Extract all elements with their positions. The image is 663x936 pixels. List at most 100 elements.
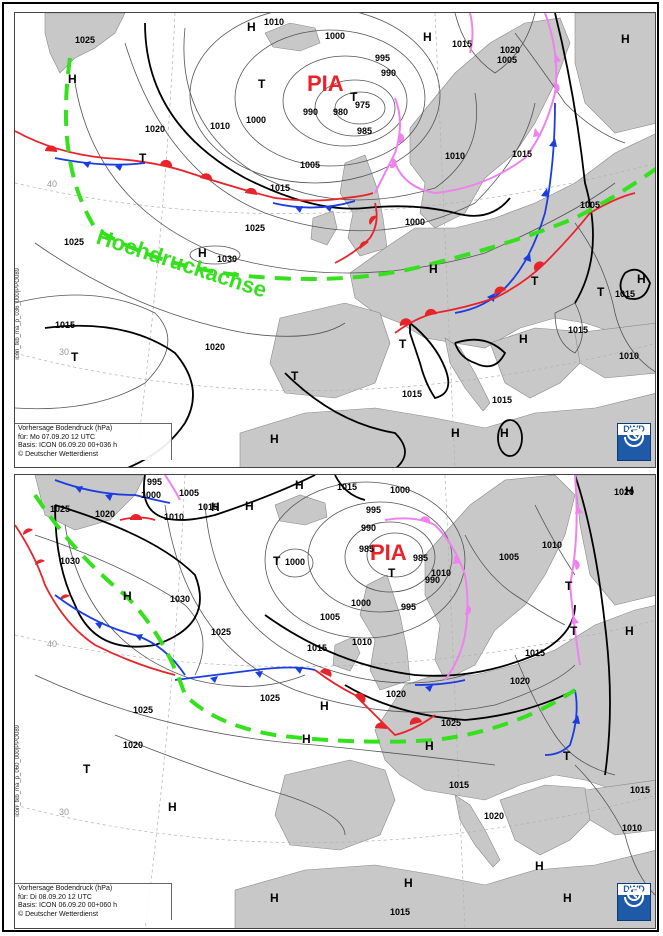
land-iberia	[269, 302, 391, 399]
info-valid-time: für: Di 08.09.20 12 UTC	[18, 893, 92, 901]
high-center: H	[425, 739, 434, 753]
isobar-label: 1010	[352, 637, 372, 647]
ridge-axis-label: Hochdruckachse	[93, 224, 269, 303]
isobar-label: 1000	[351, 598, 371, 608]
isobar-label: 1010	[622, 823, 642, 833]
isobar-label: 1010	[164, 512, 184, 522]
info-valid-time: für: Mo 07.09.20 12 UTC	[18, 433, 96, 441]
low-center: T	[71, 350, 79, 364]
high-center: H	[211, 500, 220, 514]
land-turkey	[584, 779, 655, 836]
isobar-label: 1015	[512, 149, 532, 159]
land-africa	[239, 393, 655, 467]
low-center: T	[563, 749, 571, 763]
land-masses-bottom	[34, 475, 655, 928]
land-greenland	[34, 475, 146, 531]
isobar-label: 1010	[431, 568, 451, 578]
high-center: H	[245, 499, 254, 513]
occlusion-front-top	[374, 13, 561, 195]
isobar-label: 1025	[75, 35, 95, 45]
forecast-map-monday: 40 30	[14, 12, 656, 468]
high-center: H	[637, 272, 646, 286]
isobar-label: 995	[366, 505, 381, 515]
isobar-label: 1000	[390, 485, 410, 495]
forecast-map-tuesday: 40 30	[14, 474, 656, 929]
isobar-label: 975	[355, 100, 370, 110]
low-center: T	[258, 77, 266, 91]
occlusion-front-bottom	[164, 475, 583, 681]
low-center: T	[350, 90, 358, 104]
isobar-label: 1005	[580, 200, 600, 210]
isobar-label: 1010	[619, 351, 639, 361]
isobar-labels-top: 1010 1000 995 990 975 980 985 990 1010 1…	[55, 17, 639, 405]
isobar-label: 1015	[525, 648, 545, 658]
isobar-label: 995	[147, 477, 162, 487]
high-center: H	[423, 30, 432, 44]
isobar-label: 1025	[260, 693, 280, 703]
isobar-label: 1030	[60, 556, 80, 566]
high-center: H	[123, 589, 132, 603]
dwd-logo: DWD	[617, 423, 651, 461]
high-center: H	[625, 484, 634, 498]
isobar-label: 1005	[300, 160, 320, 170]
cold-front-atlantic	[54, 157, 356, 213]
isobar-label: 995	[401, 602, 416, 612]
low-center: T	[291, 369, 299, 383]
high-center: H	[429, 262, 438, 276]
high-center: H	[68, 72, 77, 86]
land-turkey	[574, 322, 655, 379]
high-center: H	[270, 891, 279, 905]
land-balkans	[489, 327, 586, 399]
land-britain	[359, 574, 411, 691]
isobar-label: 1005	[497, 55, 517, 65]
warm-front-britain-bottom	[314, 668, 436, 736]
cold-front-central-europe	[454, 102, 557, 314]
high-center: H	[625, 624, 634, 638]
isobar-label: 1025	[211, 627, 231, 637]
isobar-label: 990	[303, 107, 318, 117]
land-balkans	[499, 784, 596, 856]
isobar-label: 1005	[179, 488, 199, 498]
high-center: H	[563, 891, 572, 905]
isobars-bold-top	[44, 13, 651, 467]
isobar-label: 1010	[210, 121, 230, 131]
isobar-label: 990	[425, 575, 440, 585]
isobar-label: 1025	[50, 504, 70, 514]
low-center: T	[273, 554, 281, 568]
isobar-label: 1020	[145, 124, 165, 134]
product-code: icon_tkb_ma_p_060_000|PPO089	[15, 725, 21, 817]
isobar-label: 1015	[452, 39, 472, 49]
isobar-label: 1015	[55, 320, 75, 330]
isobar-label: 1015	[390, 907, 410, 917]
info-base-run: Basis: ICON 06.09.20 00+060 h	[18, 902, 118, 909]
isobar-label: 1015	[198, 502, 218, 512]
isobars-bottom	[34, 481, 655, 896]
isobar-label: 1010	[542, 540, 562, 550]
isobar-label: 1010	[264, 17, 284, 27]
isobar-label: 1005	[320, 612, 340, 622]
isobar-label: 1015	[402, 389, 422, 399]
map-canvas-top: 40 30	[15, 13, 655, 467]
ridge-axis-line	[33, 493, 577, 744]
isobar-label: 1025	[133, 705, 153, 715]
product-code: icon_tkb_ma_p_036_000|PPO089	[15, 268, 21, 360]
high-center: H	[500, 426, 509, 440]
land-italy	[454, 794, 501, 868]
high-center: H	[519, 332, 528, 346]
high-center: H	[168, 800, 177, 814]
graticule-top	[15, 13, 655, 467]
land-iceland	[264, 22, 321, 52]
low-center: T	[531, 274, 539, 288]
warm-front-mediterranean	[334, 192, 636, 334]
swirl-icon	[624, 886, 644, 907]
isobar-label: 1015	[307, 643, 327, 653]
isobar-label: 1020	[95, 509, 115, 519]
isobar-label: 1015	[615, 289, 635, 299]
isobar-label: 1015	[449, 780, 469, 790]
land-russia-north	[574, 475, 655, 606]
isobar-label: 1025	[64, 237, 84, 247]
isobar-label: 990	[361, 523, 376, 533]
info-copyright: © Deutscher Wetterdienst	[18, 910, 99, 918]
warm-front-greenland	[15, 514, 176, 676]
isobar-label: 985	[413, 553, 428, 563]
